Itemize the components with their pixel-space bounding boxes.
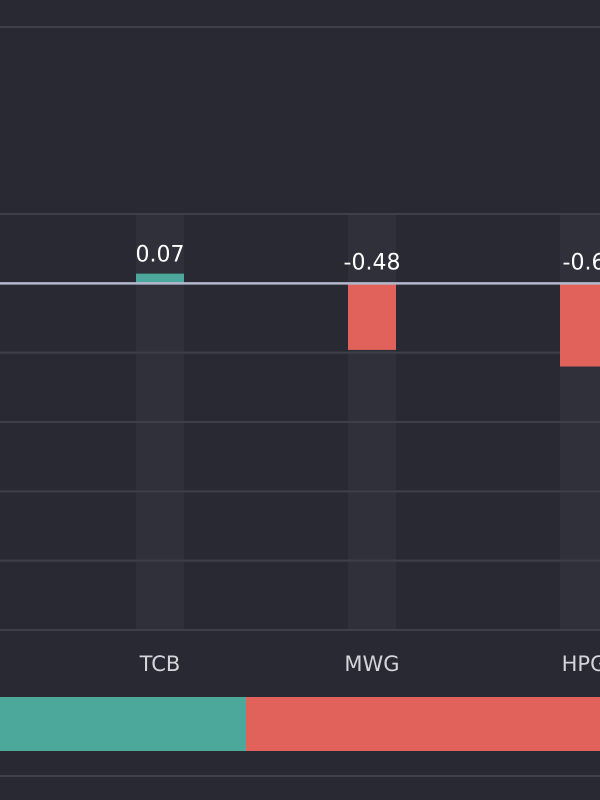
x-tick-label: HPG	[562, 652, 600, 676]
breadth-bar[interactable]	[0, 697, 600, 751]
data-labels: 0.07 -0.48 -0.6	[136, 243, 600, 276]
bar-hpg[interactable]	[560, 283, 600, 367]
x-tick-label: TCB	[139, 652, 181, 676]
bar-tcb[interactable]	[136, 273, 184, 284]
bars	[136, 273, 600, 367]
data-label: 0.07	[136, 243, 185, 268]
breadth-positive-segment[interactable]	[0, 697, 246, 751]
x-tick-label: MWG	[344, 652, 399, 676]
bar-mwg[interactable]	[348, 283, 396, 350]
gridlines	[0, 213, 600, 631]
data-label: -0.48	[344, 250, 401, 275]
data-label: -0.6	[563, 250, 600, 275]
x-tick-labels: TCB MWG HPG	[139, 652, 600, 676]
breadth-negative-segment[interactable]	[246, 697, 600, 751]
